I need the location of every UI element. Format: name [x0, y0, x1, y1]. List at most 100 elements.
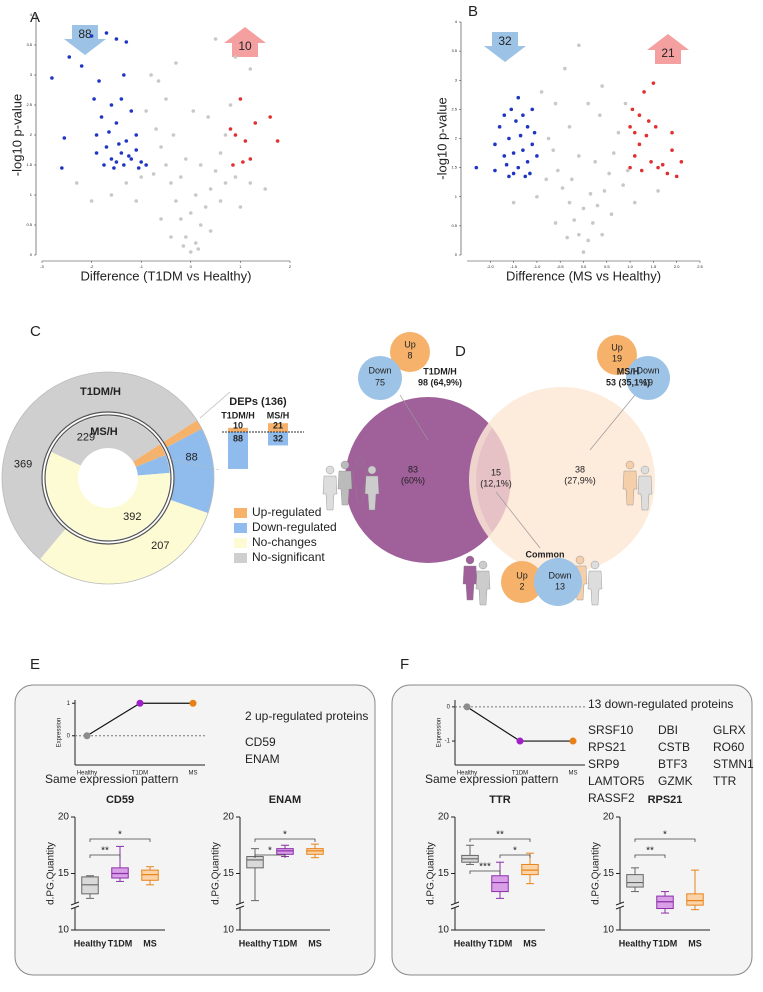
y-tick-label: 0: [67, 733, 71, 739]
y-tick-label: 15: [438, 868, 450, 879]
box-title: CD59: [106, 794, 134, 806]
region-count: 15: [491, 467, 501, 477]
point: [551, 148, 556, 152]
legend-label: No-changes: [252, 535, 317, 549]
point: [114, 160, 119, 164]
y-tick-label: 20: [438, 812, 450, 823]
point: [553, 101, 558, 106]
x-tick-label: Healthy: [239, 938, 272, 948]
x-tick-label: 0: [190, 264, 193, 269]
protein-name: SRP9: [588, 757, 620, 771]
point: [577, 43, 581, 48]
bar: [268, 432, 288, 446]
point: [581, 206, 586, 211]
significance-bracket: [89, 838, 151, 842]
venn-left: [345, 397, 511, 563]
x-tick-label: MS: [569, 771, 578, 777]
point: [598, 113, 602, 117]
point: [502, 154, 507, 158]
up-count: 19: [612, 353, 622, 363]
protein-name: CSTB: [658, 740, 690, 754]
y-tick-label: 0.5: [451, 223, 457, 228]
significance-bracket: [89, 854, 121, 858]
box-title: ENAM: [269, 794, 301, 806]
region-pct: (12,1%): [480, 478, 512, 488]
point: [521, 113, 525, 117]
significance-label: ***: [479, 862, 491, 873]
person-icon: [322, 475, 338, 511]
legend-swatch: [234, 508, 247, 518]
point: [546, 136, 551, 141]
point: [644, 133, 649, 138]
point: [528, 171, 532, 176]
point: [94, 133, 99, 137]
x-tick-label: MS: [189, 771, 198, 777]
donut-segment: [166, 428, 214, 514]
y-tick-label: 2: [30, 132, 33, 137]
point: [144, 163, 148, 167]
point: [99, 115, 104, 119]
bar: [228, 427, 248, 432]
y-tick-label: 0: [30, 252, 33, 257]
x-axis-label: Difference (T1DM vs Healthy): [81, 268, 252, 283]
x-tick-label: -3: [40, 264, 44, 269]
point: [532, 130, 537, 135]
donut-segment: [133, 444, 166, 467]
point: [674, 174, 679, 179]
segment-label: 369: [14, 458, 32, 470]
protein-name: RPS21: [588, 740, 626, 754]
down-arrow-count: 88: [78, 27, 92, 41]
set-title: MS/H: [617, 366, 640, 376]
x-tick-label: T1DM: [653, 938, 678, 948]
point: [493, 168, 497, 173]
point: [189, 211, 193, 215]
down-count: 19: [643, 377, 653, 387]
significance-label: *: [118, 830, 122, 841]
point: [660, 162, 665, 167]
box-title: RPS21: [648, 794, 683, 806]
point: [525, 160, 530, 164]
x-tick-label: 2.0: [674, 264, 680, 269]
point: [591, 221, 595, 225]
y-axis-label: Expression: [437, 718, 443, 748]
point: [556, 168, 560, 173]
x-tick-label: Healthy: [619, 938, 652, 948]
point: [223, 181, 228, 185]
point: [511, 200, 516, 205]
point: [268, 115, 272, 119]
connector: [495, 491, 541, 549]
point: [179, 217, 183, 221]
y-tick-label: 15: [603, 868, 615, 879]
y-tick-label: 10: [223, 925, 235, 936]
point: [151, 172, 156, 176]
protein-name: RASSF2: [588, 791, 635, 805]
point: [136, 166, 141, 170]
point: [623, 101, 628, 106]
person-icon: [475, 570, 491, 606]
point: [616, 130, 621, 135]
person-icon: [575, 555, 585, 565]
connector: [589, 394, 636, 451]
person-icon: [637, 475, 653, 511]
axis-break: [71, 903, 79, 908]
point: [243, 139, 248, 143]
y-tick-label: 15: [223, 868, 235, 879]
significance-label: **: [646, 846, 654, 857]
point: [174, 199, 178, 203]
point: [238, 97, 243, 101]
x-tick-label: Healthy: [74, 938, 107, 948]
point: [523, 174, 528, 179]
significance-bracket: [469, 838, 531, 842]
y-tick-label: 4: [30, 12, 33, 17]
panel-letter: A: [30, 9, 40, 26]
protein-name: BTF3: [658, 757, 688, 771]
point: [642, 90, 646, 94]
heading: 13 down-regulated proteins: [588, 697, 733, 711]
y-axis-label: d.PG.Quantity: [426, 842, 437, 905]
point: [233, 175, 238, 179]
point: [628, 125, 632, 129]
point: [139, 175, 143, 179]
point: [544, 177, 549, 182]
point: [567, 200, 572, 205]
point: [181, 244, 186, 248]
